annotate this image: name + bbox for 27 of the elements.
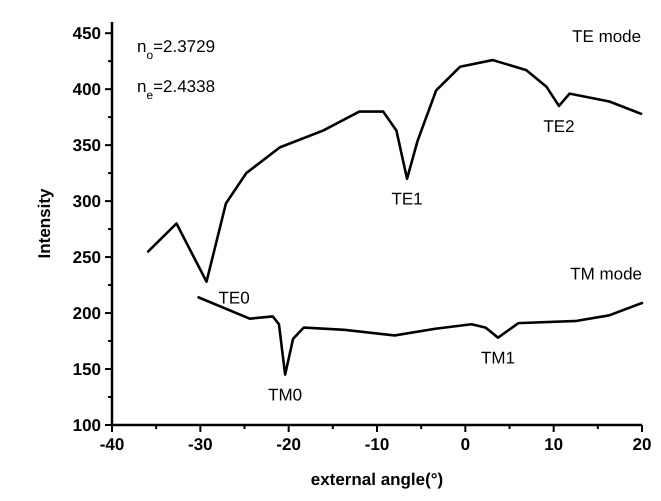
- x-tick-label: -20: [276, 435, 301, 454]
- series-label: TM mode: [570, 264, 642, 284]
- x-tick-label: 10: [544, 435, 564, 454]
- annotation: TM0: [268, 386, 302, 405]
- x-tick-label: -30: [188, 435, 213, 454]
- annotation: TM1: [481, 348, 516, 368]
- annotation: TE1: [391, 190, 423, 209]
- y-axis-title: Intensity: [35, 188, 54, 258]
- x-tick-label: -40: [100, 435, 124, 454]
- y-tick-label: 350: [72, 136, 101, 156]
- y-tick-label: 250: [72, 248, 101, 268]
- text: TE mode: [572, 27, 642, 46]
- x-axis-title: external angle(°): [310, 470, 444, 489]
- x-tick-label: 20: [632, 435, 652, 454]
- y-tick-label: 200: [72, 304, 101, 324]
- y-tick-label: 450: [72, 24, 101, 44]
- y-tick-label: 400: [72, 80, 101, 100]
- y-tick-label: 150: [72, 360, 101, 380]
- annotation: TE2: [543, 116, 575, 136]
- y-tick-label: 300: [72, 192, 101, 212]
- y-tick-label: 100: [72, 416, 101, 435]
- x-tick-label: 0: [460, 435, 470, 454]
- annotation: TE0: [218, 288, 250, 308]
- annotation: n$_{o}$=2.3729: [137, 37, 216, 62]
- x-tick-label: -10: [364, 435, 390, 454]
- annotation: n$_{e}$=2.4338: [137, 77, 216, 102]
- line-series: [146, 58, 642, 284]
